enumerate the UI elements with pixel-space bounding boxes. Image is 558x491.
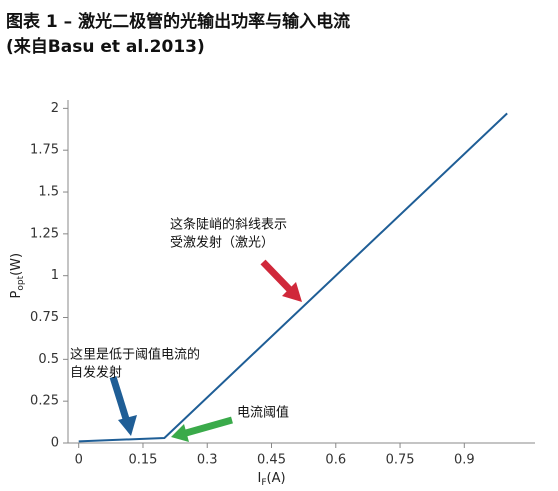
annotation: 受激发射（激光） <box>170 235 274 251</box>
x-axis-label-part: (A) <box>267 471 286 486</box>
x-tick-label: 0 <box>75 453 83 468</box>
x-tick-label: 0.45 <box>257 453 286 468</box>
y-tick-label: 0.5 <box>38 352 59 367</box>
y-tick-label: 0.25 <box>30 394 59 409</box>
y-tick-label: 0.75 <box>30 310 59 325</box>
y-tick-label: 1.75 <box>30 143 59 158</box>
x-tick-label: 0.6 <box>325 453 346 468</box>
x-tick-label: 0.75 <box>386 453 415 468</box>
y-axis-label-part: (W) <box>9 253 24 276</box>
y-tick-label: 1.5 <box>38 185 59 200</box>
y-tick-label: 1 <box>51 268 59 283</box>
y-axis-label-part: P <box>9 290 24 298</box>
arrow-green <box>185 416 233 437</box>
y-tick-label: 1.25 <box>30 226 59 241</box>
x-axis-label-part: I <box>257 471 261 486</box>
annotation: 自发发射 <box>70 365 122 381</box>
y-tick-label: 0 <box>51 436 59 451</box>
arrows <box>109 259 302 442</box>
arrow-blue <box>109 375 131 424</box>
x-tick-label: 0.15 <box>129 453 158 468</box>
x-axis-label-part: F <box>261 478 266 488</box>
annotation: 这里是低于阈值电流的 <box>70 347 200 363</box>
x-axis-label: IF(A) <box>257 471 285 488</box>
x-tick-label: 0.3 <box>197 453 218 468</box>
arrow-red <box>260 259 295 295</box>
annotation: 这条陡峭的斜线表示 <box>170 217 287 233</box>
y-axis-label-part: opt <box>16 275 26 290</box>
arrow-head <box>118 415 137 436</box>
chart-title: 图表 1 – 激光二极管的光输出功率与输入电流 <box>6 11 350 32</box>
arrow-head <box>282 282 302 302</box>
annotation: 电流阈值 <box>237 405 289 421</box>
y-tick-label: 2 <box>51 101 59 116</box>
arrow-head <box>171 424 189 442</box>
y-axis-label: Popt(W) <box>9 253 26 299</box>
x-tick-label: 0.9 <box>454 453 475 468</box>
series-line <box>78 112 508 443</box>
chart-subtitle: (来自Basu et al.2013) <box>6 36 205 57</box>
